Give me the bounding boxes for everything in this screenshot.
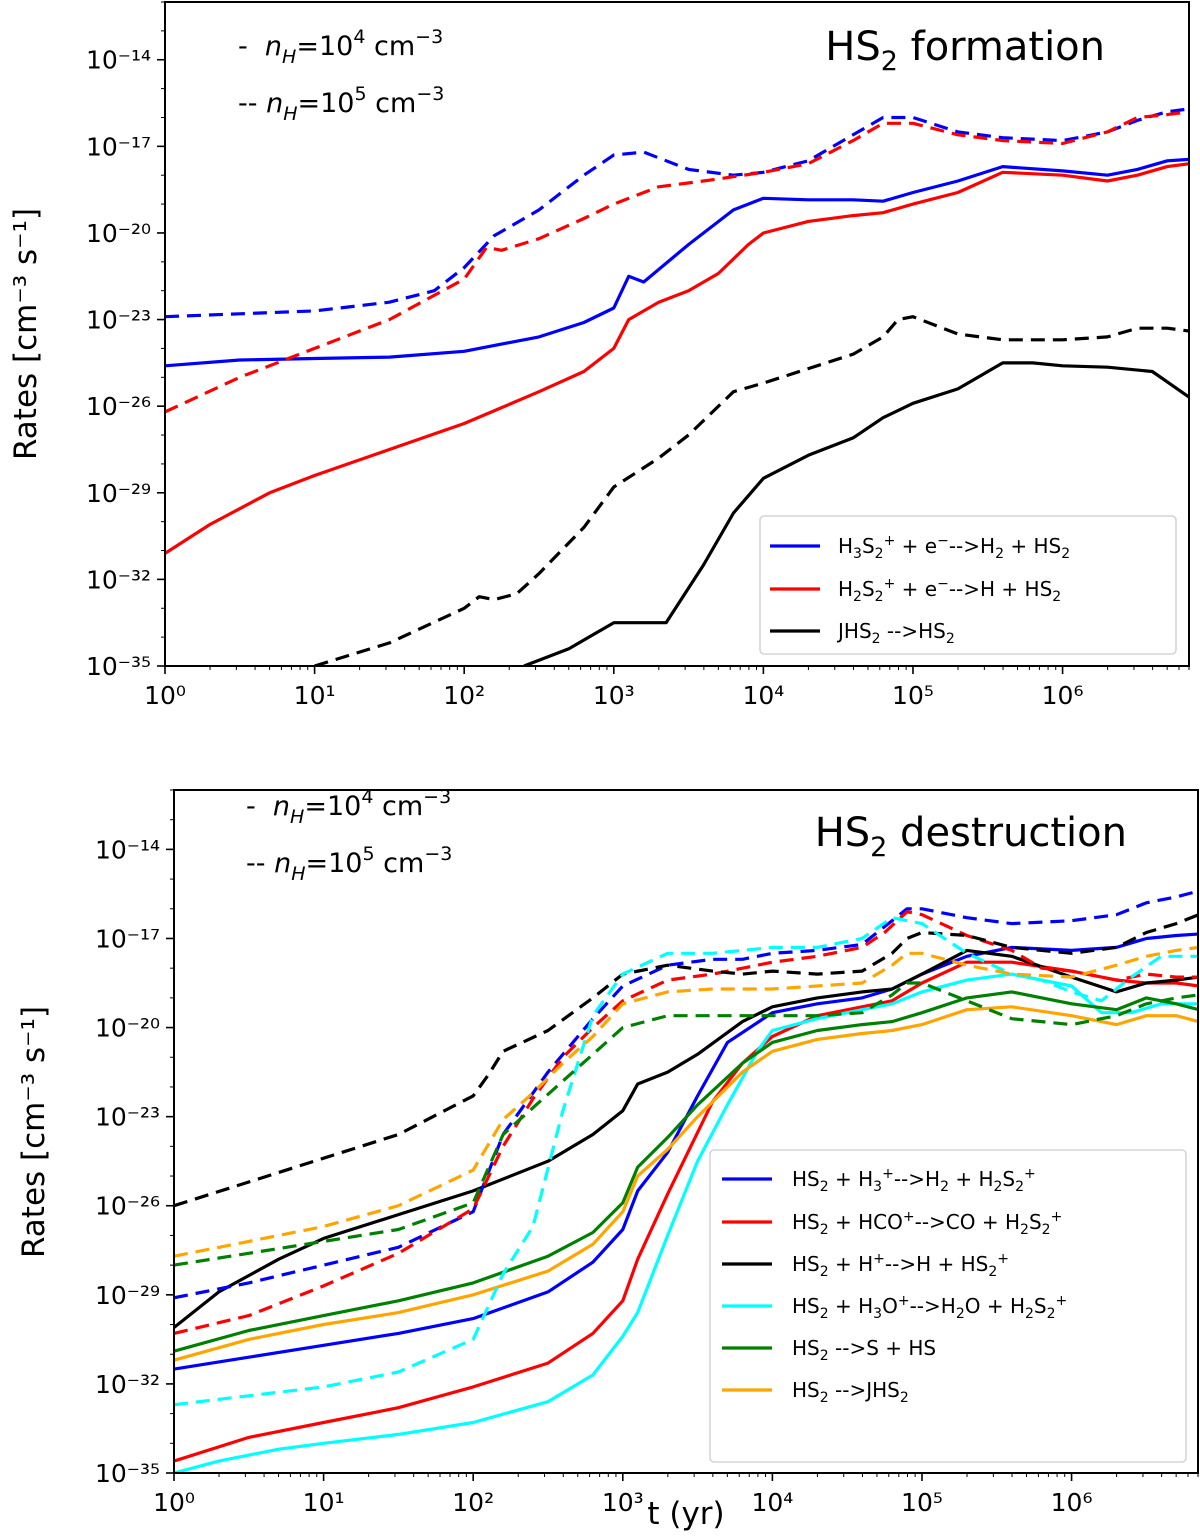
formation-title: HS2 formation (825, 24, 1105, 77)
destruction-x-tick-label-0: 10⁰ (153, 1488, 195, 1517)
formation-y-axis-label: Rates [cm⁻³ s⁻¹] (8, 208, 44, 460)
formation-legend-label-h2s2: H2S2+ + e−-->H + HS2 (838, 576, 1061, 605)
formation-x-tick-label-6: 10⁶ (1042, 681, 1084, 710)
destruction-series-0-solid (174, 932, 1198, 1371)
formation-series-1-solid (165, 162, 1189, 555)
formation-series-3-dashed (165, 107, 1189, 319)
destruction-legend-box (709, 1149, 1187, 1463)
formation-series-2-solid (523, 361, 1189, 666)
formation-plot-frame (164, 1, 1190, 667)
destruction-series-3-solid (174, 972, 1198, 1473)
destruction-series-5-solid (174, 1005, 1198, 1362)
formation-annotation-solid: - nH=104 cm−3 (238, 26, 443, 68)
destruction-y-tick-label-4: 10⁻²³ (95, 1103, 160, 1132)
formation-x-tick-label-0: 10⁰ (144, 681, 186, 710)
formation-legend-box (759, 515, 1177, 655)
formation-legend-label-jhs2: JHS2 -->HS2 (836, 619, 955, 647)
destruction-y-tick-label-2: 10⁻²⁹ (95, 1281, 160, 1310)
destruction-series-11-dashed (174, 945, 1198, 1258)
formation-y-tick-label-4: 10⁻²³ (86, 306, 151, 335)
formation-x-tick-label-2: 10² (443, 681, 485, 710)
destruction-panel: 10⁰ 10¹ 10² 10³ 10⁴ 10⁵ 10⁶ 10⁻³⁵ 10⁻³² 10⁻²⁹ 10⁻²… (16, 786, 1199, 1532)
destruction-legend-label-jhs2: HS2 -->JHS2 (792, 1378, 909, 1406)
destruction-x-tick-label-3: 10³ (602, 1488, 644, 1517)
destruction-x-tick-label-4: 10⁴ (751, 1488, 793, 1517)
formation-y-tick-label-1: 10⁻³² (86, 565, 151, 594)
destruction-legend: HS2 + H3+-->H2 + H2S2+ HS2 + HCO+-->CO +… (709, 1149, 1187, 1463)
formation-axes-ticks: 10⁰ 10¹ 10² 10³ 10⁴ 10⁵ 10⁶ 10⁻³⁵ 10⁻³² 10⁻²⁹ 10⁻²… (86, 1, 1190, 710)
formation-y-tick-label-5: 10⁻²⁰ (86, 219, 151, 248)
destruction-x-axis-label: t (yr) (647, 1496, 724, 1532)
destruction-y-tick-label-3: 10⁻²⁶ (95, 1192, 160, 1221)
destruction-x-tick-label-5: 10⁵ (901, 1488, 943, 1517)
destruction-y-tick-label-7: 10⁻¹⁴ (95, 835, 160, 864)
formation-x-tick-label-3: 10³ (593, 681, 635, 710)
destruction-series-8-dashed (174, 913, 1198, 1208)
formation-y-tick-label-3: 10⁻²⁶ (86, 392, 151, 421)
formation-x-tick-label-5: 10⁵ (892, 681, 934, 710)
destruction-annotation-dashed: -- nH=105 cm−3 (246, 843, 452, 885)
destruction-series-9-dashed (174, 916, 1198, 1407)
formation-x-tick-label-1: 10¹ (294, 681, 336, 710)
destruction-y-tick-label-0: 10⁻³⁵ (95, 1459, 160, 1488)
formation-series-0-solid (165, 157, 1189, 368)
destruction-legend-label-hplus: HS2 + H+-->H + HS2+ (792, 1251, 1009, 1280)
destruction-plot-frame (173, 789, 1199, 1474)
formation-y-tick-label-7: 10⁻¹⁴ (86, 46, 151, 75)
formation-x-tick-label-4: 10⁴ (742, 681, 784, 710)
destruction-title: HS2 destruction (815, 810, 1127, 863)
destruction-legend-label-hco: HS2 + HCO+-->CO + H2S2+ (792, 1209, 1062, 1238)
formation-panel: 10⁰ 10¹ 10² 10³ 10⁴ 10⁵ 10⁶ 10⁻³⁵ 10⁻³² 10⁻²⁹ 10⁻²… (8, 1, 1190, 710)
destruction-y-tick-label-6: 10⁻¹⁷ (95, 924, 160, 953)
formation-annotation-dashed: -- nH=105 cm−3 (238, 83, 444, 125)
destruction-series-6-dashed (174, 889, 1198, 1300)
destruction-x-tick-label-1: 10¹ (303, 1488, 345, 1517)
destruction-series-4-solid (174, 990, 1198, 1353)
destruction-annotation-solid: - nH=104 cm−3 (246, 786, 451, 828)
destruction-y-tick-label-5: 10⁻²⁰ (95, 1014, 160, 1043)
destruction-legend-label-shs: HS2 -->S + HS (792, 1336, 936, 1364)
destruction-legend-label-h3o: HS2 + H3O+-->H2O + H2S2+ (792, 1293, 1067, 1322)
formation-y-tick-label-0: 10⁻³⁵ (86, 652, 151, 681)
destruction-x-tick-label-2: 10² (452, 1488, 494, 1517)
destruction-x-tick-label-6: 10⁶ (1051, 1488, 1093, 1517)
destruction-series-layer (174, 889, 1198, 1473)
formation-series-5-dashed (314, 315, 1189, 666)
destruction-y-axis-label: Rates [cm⁻³ s⁻¹] (16, 1006, 52, 1258)
destruction-y-tick-label-1: 10⁻³² (95, 1370, 160, 1399)
destruction-axes-ticks: 10⁰ 10¹ 10² 10³ 10⁴ 10⁵ 10⁶ 10⁻³⁵ 10⁻³² 10⁻²⁹ 10⁻²… (95, 789, 1199, 1517)
formation-y-tick-label-2: 10⁻²⁹ (86, 479, 151, 508)
destruction-series-10-dashed (174, 981, 1198, 1267)
formation-legend-label-h3s2: H3S2+ + e−-->H2 + HS2 (838, 533, 1070, 562)
formation-y-tick-label-6: 10⁻¹⁷ (86, 132, 151, 161)
formation-series-layer (165, 107, 1189, 666)
formation-legend: H3S2+ + e−-->H2 + HS2 H2S2+ + e−-->H + H… (759, 515, 1177, 655)
formation-series-4-dashed (165, 110, 1189, 414)
